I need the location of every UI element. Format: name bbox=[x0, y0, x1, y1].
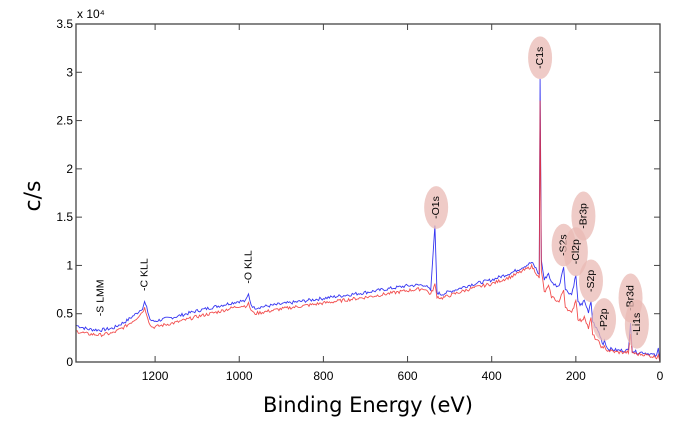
peak-label: -Li1s bbox=[631, 313, 643, 336]
y-tick-label: 3.5 bbox=[56, 17, 73, 31]
x-tick-label: 1000 bbox=[226, 369, 253, 383]
y-tick-label: 1 bbox=[66, 258, 73, 272]
series-line-red bbox=[75, 100, 661, 363]
peak-annotation: -S2p bbox=[578, 259, 603, 303]
peak-label-bubble bbox=[578, 259, 603, 303]
x-tick-label: 800 bbox=[313, 369, 333, 383]
peak-label: -C KLL bbox=[139, 258, 151, 291]
peak-annotation: -O1s bbox=[424, 186, 449, 229]
peak-label: -S2p bbox=[585, 270, 597, 292]
peak-annotation: -Br3p bbox=[571, 191, 596, 241]
series-line-blue bbox=[75, 78, 661, 363]
peak-annotation: -Li1s bbox=[624, 299, 649, 349]
peak-label-bubble bbox=[624, 299, 649, 349]
peak-label: -C1s bbox=[534, 47, 546, 69]
x-tick-label: 1200 bbox=[142, 369, 169, 383]
peak-label: -P2p bbox=[598, 308, 610, 330]
x-axis: 1200 1000 800 600 400 200 0 bbox=[142, 24, 664, 383]
y-tick-label: 2.5 bbox=[56, 114, 73, 128]
series-layer bbox=[75, 78, 661, 363]
peak-annotation: -P2p bbox=[592, 298, 617, 341]
y-axis-title: c/s bbox=[21, 181, 46, 212]
peak-annotation: -C KLL bbox=[139, 258, 151, 291]
x-tick-label: 600 bbox=[398, 369, 418, 383]
peak-label: -S LMM bbox=[94, 279, 106, 316]
peak-label: -Br3p bbox=[577, 203, 589, 229]
y-axis: 0 0.5 1 1.5 2 2.5 3 3.5 bbox=[56, 17, 660, 369]
y-tick-label: 3 bbox=[66, 65, 73, 79]
y-tick-label: 0.5 bbox=[56, 307, 73, 321]
peak-label: -O KLL bbox=[243, 250, 255, 283]
x-tick-label: 400 bbox=[482, 369, 502, 383]
peak-annotation: -C1s bbox=[528, 36, 553, 80]
annotation-layer: -S LMM-C KLL -O KLL-O1s-C1s-S2s -Cl2p-Br3p… bbox=[94, 36, 649, 349]
x-axis-title: Binding Energy (eV) bbox=[263, 393, 473, 417]
peak-label-bubble bbox=[571, 191, 596, 241]
x-tick-label: 0 bbox=[657, 369, 664, 383]
peak-label-bubble bbox=[528, 36, 553, 80]
peak-annotation: -O KLL bbox=[243, 250, 255, 283]
y-multiplier-label: x 10⁴ bbox=[77, 7, 105, 21]
peak-label-bubble bbox=[592, 298, 617, 341]
peak-label: -O1s bbox=[430, 196, 442, 219]
peak-annotation: -S LMM bbox=[94, 279, 106, 316]
peak-label-bubble bbox=[424, 186, 449, 229]
y-tick-label: 1.5 bbox=[56, 210, 73, 224]
plot-frame bbox=[75, 23, 661, 363]
y-tick-label: 2 bbox=[66, 162, 73, 176]
x-tick-label: 200 bbox=[566, 369, 586, 383]
peak-label: -Cl2p bbox=[570, 239, 582, 264]
y-tick-label: 0 bbox=[66, 355, 73, 369]
